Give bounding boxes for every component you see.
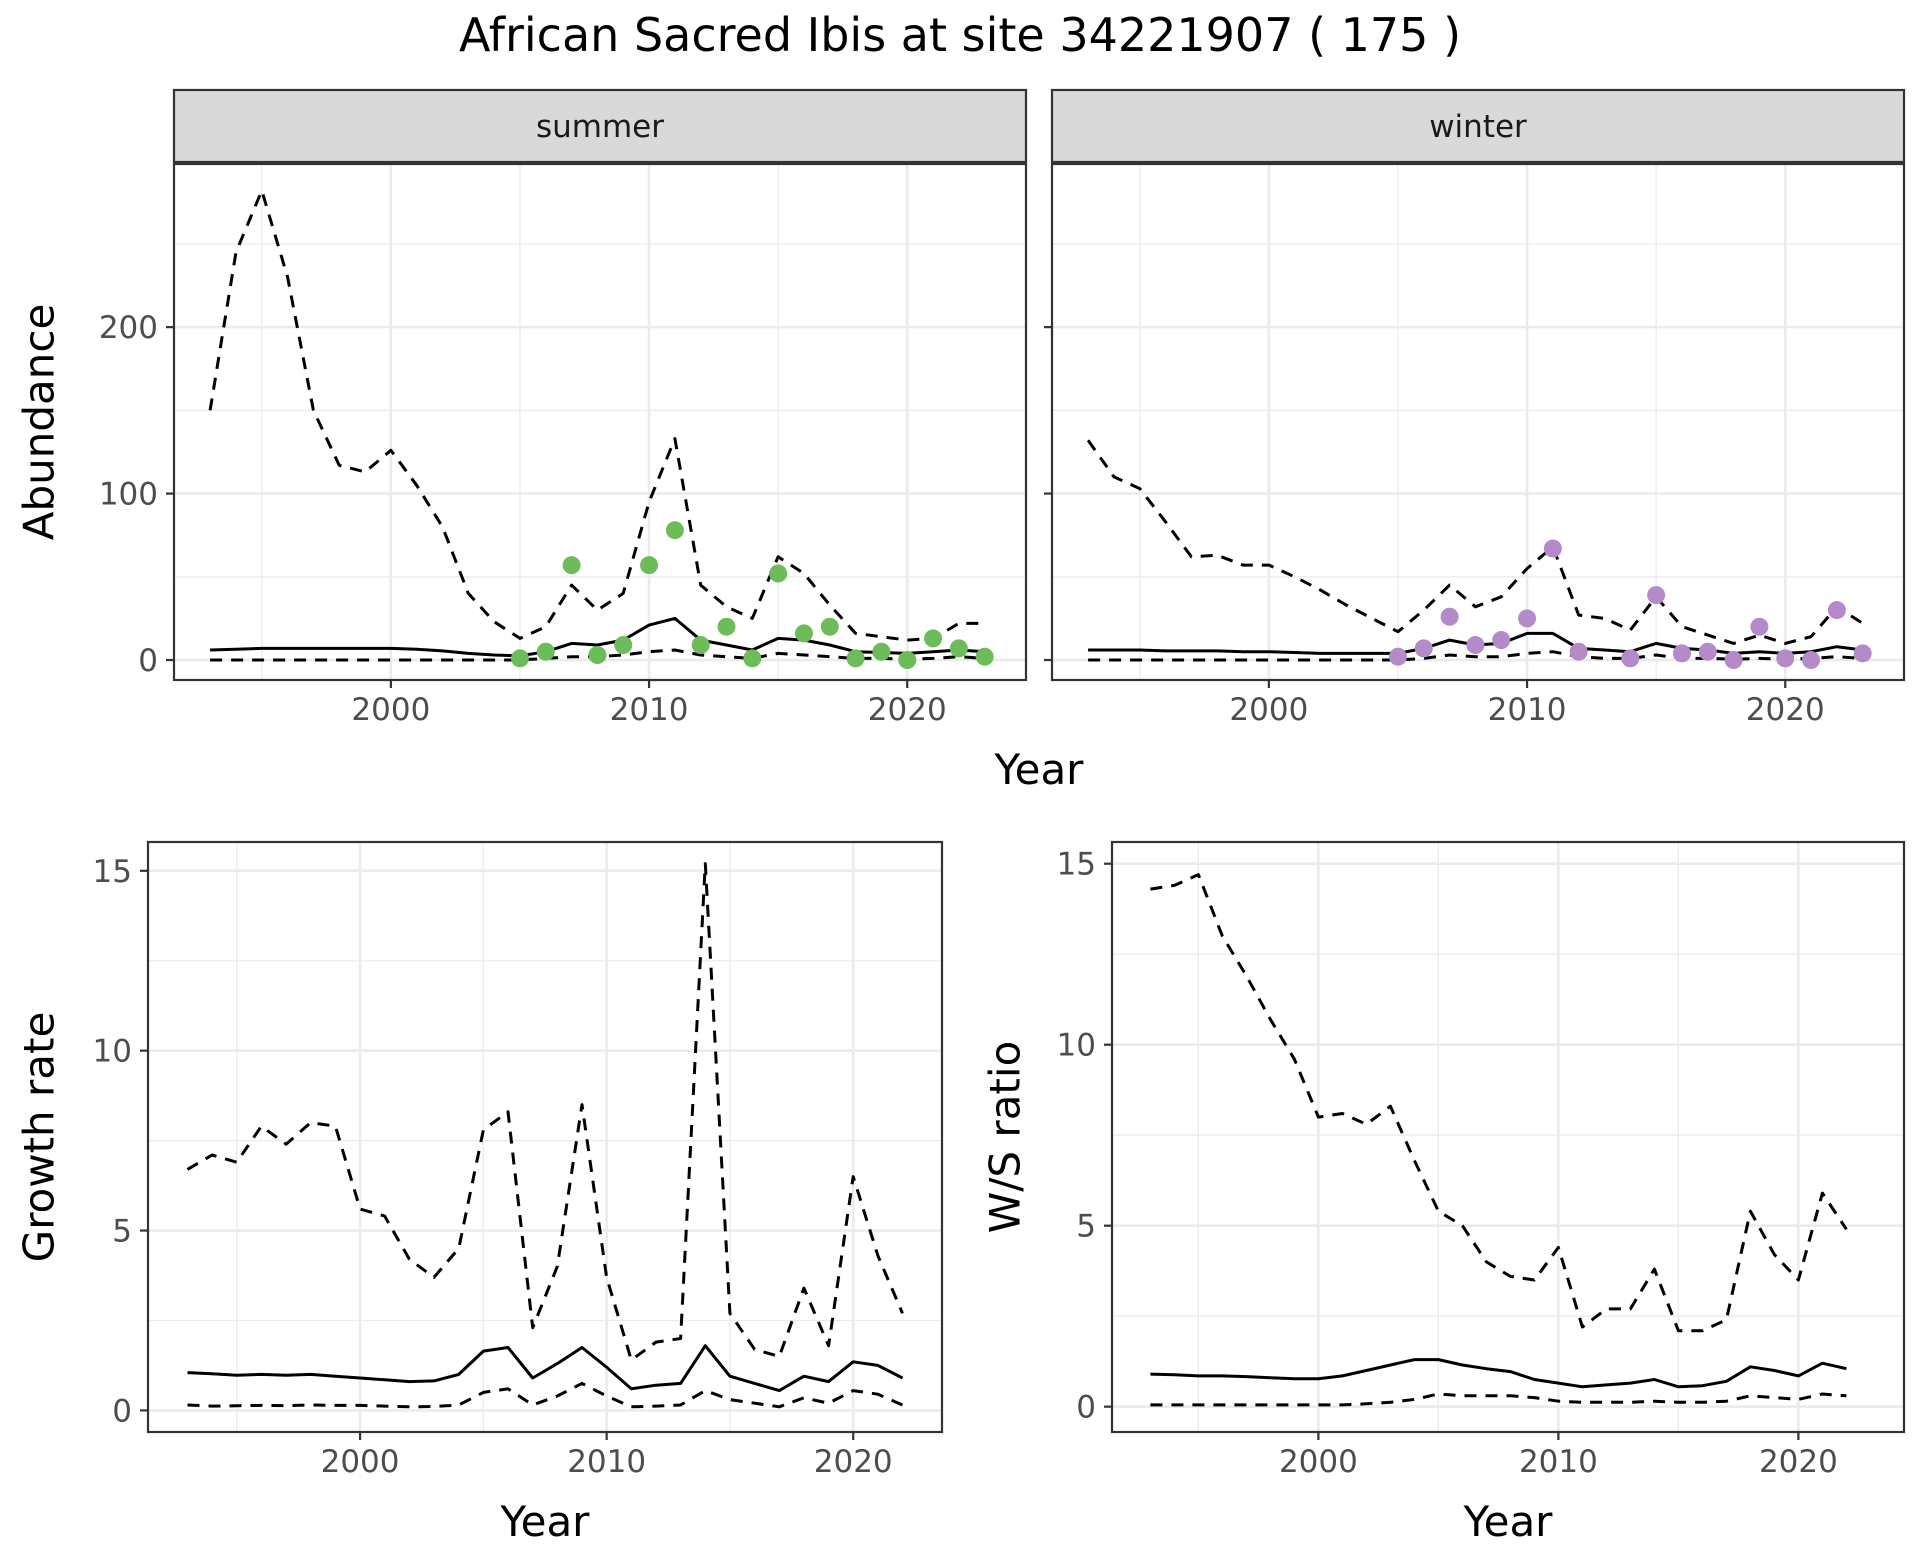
data-point	[588, 646, 607, 665]
data-point	[665, 521, 684, 540]
y-axis-title: Growth rate	[15, 1012, 64, 1263]
y-tick-label: 200	[99, 310, 158, 346]
y-tick-label: 10	[93, 1034, 132, 1070]
y-tick-label: 5	[112, 1214, 132, 1250]
x-tick-label: 2000	[1229, 692, 1308, 728]
solid-series-line	[187, 1344, 904, 1393]
y-tick-label: 100	[99, 477, 158, 513]
dashed-series-line	[1088, 650, 1863, 662]
facet-strip	[172, 88, 1028, 164]
chart-title: African Sacred Ibis at site 34221907 ( 1…	[458, 8, 1462, 62]
data-point	[1492, 631, 1511, 650]
data-point	[562, 556, 581, 575]
solid-series-line	[1150, 1358, 1847, 1389]
dashed-series-line	[186, 862, 904, 1362]
data-point	[691, 636, 710, 655]
facet-strip-label: winter	[1429, 109, 1527, 145]
plot-background	[148, 842, 942, 1432]
x-tick-label: 2010	[1519, 1444, 1598, 1480]
y-tick-label: 10	[1057, 1028, 1096, 1064]
data-point	[1750, 617, 1769, 636]
data-point	[717, 617, 736, 636]
x-axis-title: Year	[1463, 1497, 1554, 1546]
y-tick-label: 15	[1057, 847, 1096, 883]
data-point	[536, 642, 555, 661]
data-point	[1414, 639, 1433, 658]
data-point	[1802, 651, 1821, 670]
y-tick-label: 5	[1076, 1209, 1096, 1245]
data-point	[820, 617, 839, 636]
data-point	[743, 649, 762, 668]
growth-rate-panel: 2000 2010 2020 0 5 10 15 Growth rate Year	[15, 840, 944, 1546]
data-point	[769, 564, 788, 583]
dashed-series-line	[1150, 1392, 1847, 1407]
data-point	[1853, 644, 1872, 663]
panel-border	[146, 840, 944, 1434]
x-tick-label: 2020	[1746, 692, 1825, 728]
y-axis-title: W/S ratio	[981, 1041, 1030, 1234]
x-tick-label: 2010	[1488, 692, 1567, 728]
x-axis-title: Year	[994, 745, 1085, 794]
y-tick-label: 0	[138, 643, 158, 679]
data-point	[510, 649, 529, 668]
summer-panel: summer 2000 2010 2020 0 100 200 Abundance	[15, 88, 1028, 728]
x-tick-label: 2000	[321, 1444, 400, 1480]
plot-background	[1112, 842, 1904, 1432]
data-point	[898, 651, 917, 670]
y-tick-label: 0	[1076, 1390, 1096, 1426]
x-tick-label: 2000	[351, 692, 430, 728]
x-tick-label: 2020	[814, 1444, 893, 1480]
shared-axis-labels: Year	[994, 745, 1085, 794]
panel-border	[1050, 162, 1906, 682]
x-tick-label: 2020	[868, 692, 947, 728]
data-point	[949, 639, 968, 658]
data-point	[1569, 642, 1588, 661]
data-point	[846, 649, 865, 668]
dashed-series-line	[187, 1381, 904, 1409]
data-point	[1672, 644, 1691, 663]
data-point	[1440, 607, 1459, 626]
data-point	[640, 556, 659, 575]
dashed-series-line	[208, 189, 985, 642]
y-tick-label: 0	[112, 1393, 132, 1429]
dashed-series-line	[1086, 439, 1864, 645]
facet-strip-label: summer	[536, 109, 664, 145]
data-point	[1776, 649, 1795, 668]
y-tick-label: 15	[93, 854, 132, 890]
data-point	[1518, 609, 1537, 628]
data-point	[1621, 649, 1640, 668]
data-point	[924, 629, 943, 648]
data-point	[614, 636, 633, 655]
data-point	[794, 624, 813, 643]
data-point	[1724, 651, 1743, 670]
data-point	[1466, 636, 1485, 655]
panel-border	[172, 162, 1028, 682]
plot-background	[174, 164, 1026, 680]
data-point	[1388, 647, 1407, 666]
data-point	[1698, 642, 1717, 661]
data-point	[975, 647, 994, 666]
winter-panel: winter 2000 2010 2020	[1044, 88, 1906, 728]
y-axis-title: Abundance	[15, 304, 64, 541]
data-point	[1647, 586, 1666, 605]
data-point	[872, 642, 891, 661]
x-tick-label: 2010	[567, 1444, 646, 1480]
x-tick-label: 2000	[1279, 1444, 1358, 1480]
plot-background	[1052, 164, 1904, 680]
facet-strip	[1050, 88, 1906, 164]
data-point	[1543, 539, 1562, 558]
ws-ratio-panel: 2000 2010 2020 0 5 10 15 W/S ratio Year	[981, 840, 1906, 1546]
x-tick-label: 2010	[610, 692, 689, 728]
x-tick-label: 2020	[1759, 1444, 1838, 1480]
panel-border	[1110, 840, 1906, 1434]
data-point	[1827, 601, 1846, 620]
x-axis-title: Year	[500, 1497, 591, 1546]
